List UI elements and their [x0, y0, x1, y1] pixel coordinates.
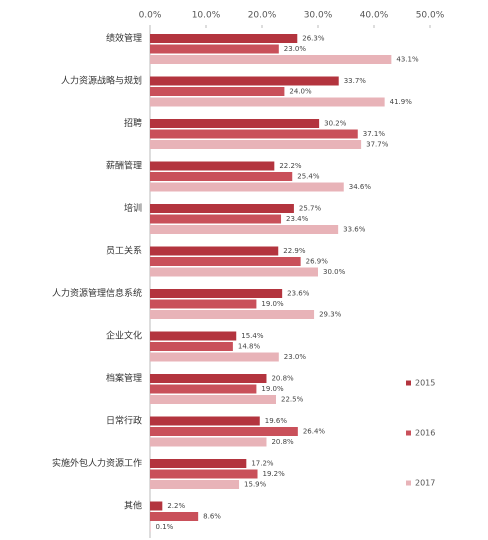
legend-swatch — [406, 380, 411, 386]
x-tick-label: 40.0% — [360, 11, 389, 21]
bar — [150, 161, 275, 171]
x-tick-label: 20.0% — [248, 11, 277, 21]
bar — [150, 299, 257, 309]
bar — [150, 331, 237, 341]
category-label: 绩效管理 — [106, 32, 142, 44]
value-label: 20.8% — [271, 438, 294, 446]
legend-label: 2015 — [415, 379, 435, 388]
legend-swatch — [406, 430, 411, 436]
bar — [150, 246, 279, 256]
value-label: 33.7% — [344, 77, 367, 85]
bar — [150, 44, 279, 54]
value-label: 30.2% — [324, 120, 347, 128]
bar — [150, 214, 282, 224]
category-label: 日常行政 — [106, 415, 142, 427]
bar — [150, 55, 392, 64]
x-tick-label: 0.0% — [139, 11, 162, 21]
value-label: 19.0% — [261, 300, 284, 308]
value-label: 23.6% — [287, 290, 310, 298]
bar — [150, 374, 267, 383]
value-label: 30.0% — [323, 268, 346, 276]
value-label: 14.8% — [238, 343, 261, 351]
value-label: 29.3% — [319, 311, 342, 319]
bar — [150, 119, 320, 128]
value-label: 22.5% — [281, 396, 304, 404]
category-label: 培训 — [124, 202, 142, 214]
bar — [150, 427, 298, 436]
bar — [150, 522, 151, 532]
legend-label: 2016 — [415, 429, 435, 438]
bar — [150, 501, 163, 511]
value-label: 33.6% — [343, 226, 366, 234]
category-label: 人力资源管理信息系统 — [52, 287, 142, 299]
category-label: 实施外包人力资源工作 — [52, 457, 142, 469]
value-label: 20.8% — [271, 375, 294, 383]
value-label: 37.1% — [363, 130, 386, 138]
value-label: 41.9% — [390, 98, 413, 106]
bar — [150, 87, 285, 96]
bar — [150, 437, 267, 447]
bar — [150, 384, 257, 394]
bar — [150, 480, 240, 489]
value-label: 19.0% — [261, 385, 284, 393]
value-label: 17.2% — [251, 460, 274, 468]
bar — [150, 512, 199, 521]
value-label: 0.1% — [156, 523, 174, 531]
category-label: 人力资源战略与规划 — [61, 75, 142, 87]
value-label: 23.0% — [284, 45, 307, 53]
value-label: 25.4% — [297, 173, 320, 181]
bar — [150, 352, 279, 362]
category-label: 员工关系 — [106, 245, 142, 257]
category-label: 薪酬管理 — [106, 160, 142, 172]
bar — [150, 34, 298, 43]
category-label: 其他 — [124, 500, 142, 512]
bar — [150, 204, 294, 213]
legend-swatch — [406, 480, 411, 486]
value-label: 22.2% — [279, 162, 302, 170]
value-label: 23.0% — [284, 353, 307, 361]
bar — [150, 395, 276, 404]
value-label: 23.4% — [286, 215, 309, 223]
value-label: 22.9% — [283, 247, 306, 255]
bar — [150, 257, 301, 266]
category-label: 档案管理 — [106, 372, 142, 384]
bar — [150, 225, 339, 234]
bar — [150, 182, 344, 192]
value-label: 34.6% — [349, 183, 372, 191]
bar — [150, 289, 283, 298]
bar — [150, 76, 339, 86]
bar — [150, 267, 318, 277]
x-tick-label: 30.0% — [304, 11, 333, 21]
bar — [150, 310, 315, 319]
value-label: 15.4% — [241, 332, 264, 340]
value-label: 2.2% — [167, 502, 185, 510]
value-label: 19.2% — [263, 470, 286, 478]
value-label: 37.7% — [366, 141, 389, 149]
category-label: 招聘 — [124, 117, 142, 129]
bar — [150, 97, 385, 107]
category-label: 企业文化 — [106, 330, 142, 342]
bar — [150, 172, 293, 181]
value-label: 25.7% — [299, 205, 322, 213]
bar — [150, 459, 247, 468]
value-label: 15.9% — [244, 481, 267, 489]
value-label: 26.9% — [306, 258, 329, 266]
legend-label: 2017 — [415, 479, 435, 488]
value-label: 26.4% — [303, 428, 326, 436]
value-label: 8.6% — [203, 513, 221, 521]
bar — [150, 129, 358, 139]
value-label: 24.0% — [289, 88, 312, 96]
value-label: 26.3% — [302, 35, 325, 43]
bar — [150, 140, 362, 149]
x-tick-label: 10.0% — [192, 11, 221, 21]
bar — [150, 469, 258, 479]
x-tick-label: 50.0% — [416, 11, 445, 21]
bar — [150, 416, 260, 426]
bar — [150, 342, 233, 351]
value-label: 19.6% — [265, 417, 288, 425]
value-label: 43.1% — [396, 56, 419, 64]
